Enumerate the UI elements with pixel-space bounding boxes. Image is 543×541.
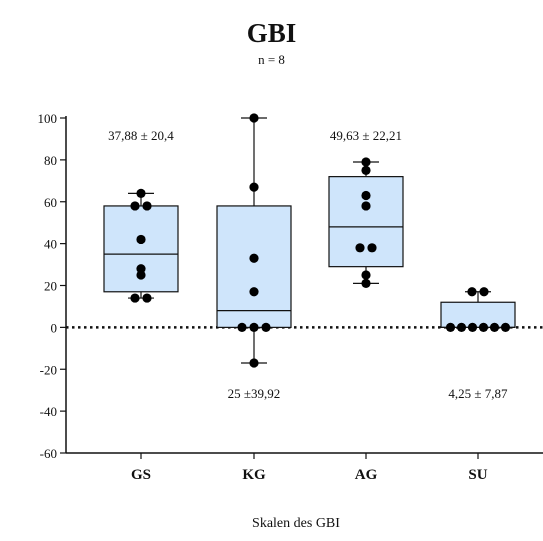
data-point bbox=[136, 234, 146, 245]
data-point bbox=[142, 201, 152, 211]
annotation-mean-sd: 49,63 ± 22,21 bbox=[330, 128, 402, 143]
annotation-mean-sd: 25 ±39,92 bbox=[228, 386, 281, 401]
data-point bbox=[136, 270, 146, 280]
data-point bbox=[361, 201, 371, 211]
y-tick-label: -40 bbox=[40, 404, 57, 419]
annotation-mean-sd: 4,25 ± 7,87 bbox=[448, 386, 508, 401]
data-point bbox=[467, 287, 477, 297]
data-point bbox=[361, 165, 371, 175]
x-tick-label: KG bbox=[242, 467, 266, 483]
data-point bbox=[467, 322, 478, 332]
data-point bbox=[489, 322, 500, 332]
data-point bbox=[249, 182, 259, 192]
y-tick-label: 80 bbox=[44, 153, 57, 168]
data-point bbox=[361, 190, 371, 201]
data-point bbox=[249, 322, 259, 332]
data-point bbox=[136, 188, 146, 198]
box-iqr bbox=[328, 176, 404, 268]
data-point bbox=[130, 201, 140, 211]
x-axis-title: Skalen des GBI bbox=[252, 516, 340, 531]
data-point bbox=[445, 322, 456, 332]
data-point bbox=[500, 322, 511, 332]
data-point bbox=[142, 293, 152, 303]
y-tick-label: -60 bbox=[40, 446, 57, 461]
data-point bbox=[355, 243, 365, 253]
y-tick-label: 0 bbox=[51, 320, 58, 335]
y-tick-label: 40 bbox=[44, 237, 57, 252]
y-tick-label: 100 bbox=[38, 111, 58, 126]
data-point bbox=[456, 322, 467, 332]
annotation-mean-sd: 37,88 ± 20,4 bbox=[108, 128, 174, 143]
data-point bbox=[478, 322, 489, 332]
y-tick-label: 60 bbox=[44, 195, 57, 210]
data-point bbox=[367, 243, 377, 253]
data-point bbox=[479, 287, 489, 297]
y-tick-label: -20 bbox=[40, 362, 57, 377]
data-point bbox=[249, 358, 259, 368]
x-tick-label: GS bbox=[131, 467, 151, 483]
box-iqr bbox=[216, 205, 292, 328]
x-tick-label: AG bbox=[355, 467, 378, 483]
data-point bbox=[361, 157, 371, 167]
x-tick-label: SU bbox=[468, 467, 487, 483]
y-tick-label: 20 bbox=[44, 279, 57, 294]
data-point bbox=[361, 278, 371, 289]
data-point bbox=[361, 270, 371, 280]
data-point bbox=[237, 322, 247, 332]
data-point bbox=[249, 253, 259, 263]
data-point bbox=[249, 287, 259, 297]
data-point bbox=[130, 293, 140, 303]
data-point bbox=[249, 113, 259, 123]
chart-title: GBI bbox=[246, 18, 297, 48]
chart-subtitle: n = 8 bbox=[258, 52, 285, 67]
box-iqr bbox=[440, 301, 516, 328]
data-point bbox=[261, 322, 271, 332]
